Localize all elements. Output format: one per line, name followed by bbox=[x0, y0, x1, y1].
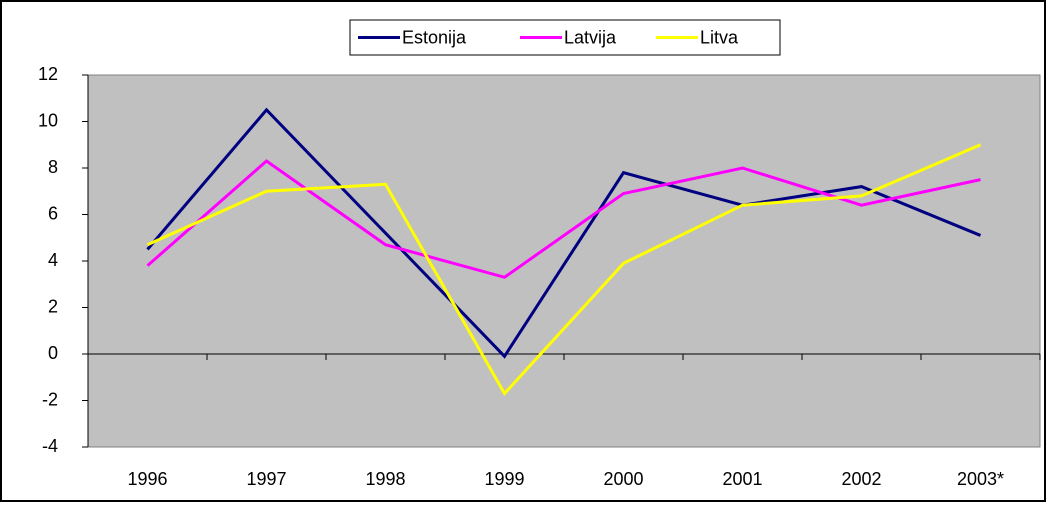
x-tick-label: 2003* bbox=[957, 469, 1004, 489]
y-tick-label: 8 bbox=[48, 157, 58, 177]
y-tick-label: 6 bbox=[48, 203, 58, 223]
y-tick-label: 12 bbox=[38, 64, 58, 84]
legend-label: Litva bbox=[700, 27, 739, 47]
y-tick-label: 2 bbox=[48, 296, 58, 316]
y-tick-label: -4 bbox=[42, 436, 58, 456]
x-tick-label: 2001 bbox=[722, 469, 762, 489]
x-tick-label: 2002 bbox=[841, 469, 881, 489]
y-tick-label: -2 bbox=[42, 389, 58, 409]
x-tick-label: 1996 bbox=[127, 469, 167, 489]
y-tick-label: 10 bbox=[38, 110, 58, 130]
y-tick-label: 0 bbox=[48, 343, 58, 363]
x-tick-label: 1998 bbox=[365, 469, 405, 489]
legend-label: Estonija bbox=[402, 27, 467, 47]
series-line bbox=[146, 159, 981, 279]
legend-label: Latvija bbox=[564, 27, 617, 47]
y-tick-label: 4 bbox=[48, 250, 58, 270]
series-line bbox=[146, 143, 982, 397]
x-tick-label: 2000 bbox=[603, 469, 643, 489]
plot-area bbox=[87, 74, 1041, 448]
x-tick-label: 1999 bbox=[484, 469, 524, 489]
x-tick-label: 1997 bbox=[246, 469, 286, 489]
series-line bbox=[146, 107, 982, 359]
legend-box bbox=[349, 19, 781, 56]
